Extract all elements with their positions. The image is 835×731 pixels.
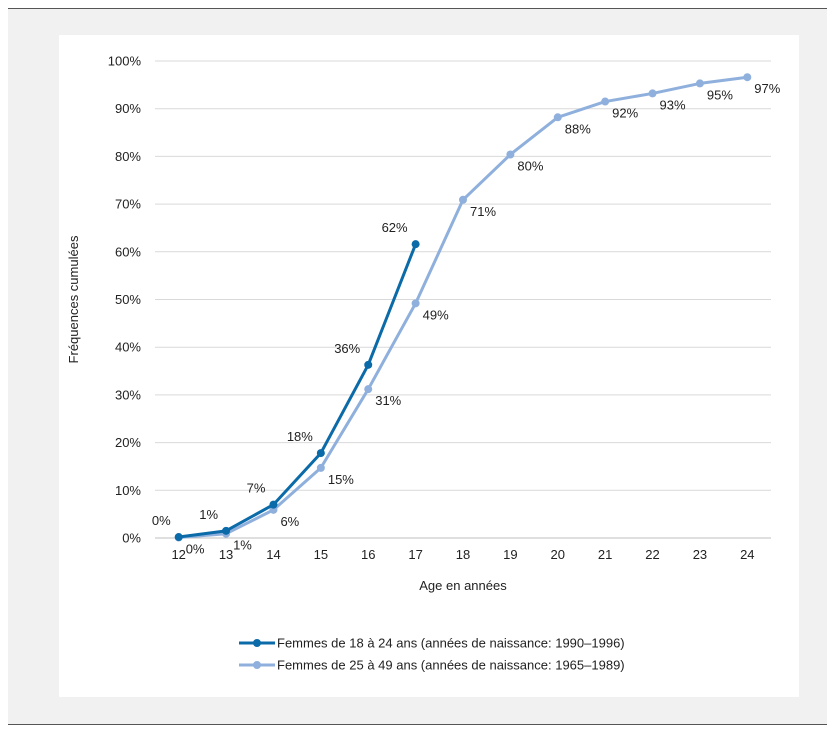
data-label: 80% [517, 158, 543, 173]
data-label: 7% [247, 481, 266, 496]
y-tick-label: 100% [108, 54, 142, 69]
x-tick-label: 20 [551, 547, 565, 562]
data-point [222, 526, 231, 535]
data-label: 88% [565, 121, 591, 136]
data-label: 92% [612, 106, 638, 121]
data-labels-layer: 0% 1% 7% 18% 36% 62% 0% 1% 6% 15% 31% 49% 71% 80% 88% 9… [152, 81, 781, 556]
data-label: 97% [754, 81, 780, 96]
y-tick-label: 40% [115, 340, 141, 355]
data-label: 93% [660, 97, 686, 112]
legend: Femmes de 18 à 24 ans (années de naissan… [239, 636, 625, 673]
legend-label: Femmes de 25 à 49 ans (années de naissan… [277, 658, 625, 673]
x-tick-label: 16 [361, 547, 375, 562]
y-tick-label: 20% [115, 435, 141, 450]
data-point [695, 79, 704, 88]
x-tick-label: 19 [503, 547, 517, 562]
x-tick-label: 13 [219, 547, 233, 562]
y-tick-label: 50% [115, 292, 141, 307]
x-axis-ticks: 12 13 14 15 16 17 18 19 20 21 22 23 24 [171, 547, 754, 562]
data-label: 71% [470, 204, 496, 219]
legend-swatch-marker [253, 661, 261, 669]
series-layer [174, 73, 752, 542]
y-tick-label: 60% [115, 244, 141, 259]
x-tick-label: 17 [408, 547, 422, 562]
y-tick-label: 80% [115, 149, 141, 164]
data-label: 49% [423, 307, 449, 322]
y-tick-label: 10% [115, 483, 141, 498]
data-label: 6% [280, 514, 299, 529]
data-point [459, 195, 467, 204]
data-label: 95% [707, 87, 733, 102]
data-point [316, 449, 325, 458]
legend-item: Femmes de 25 à 49 ans (années de naissan… [239, 658, 625, 673]
x-tick-label: 22 [645, 547, 659, 562]
x-axis-title: Age en années [419, 578, 507, 593]
data-point [743, 73, 752, 82]
data-point [174, 533, 183, 542]
data-label: 31% [375, 393, 401, 408]
data-label: 62% [382, 220, 408, 235]
data-label: 1% [233, 538, 252, 553]
y-tick-label: 90% [115, 101, 141, 116]
y-tick-label: 30% [115, 387, 141, 402]
grid-lines [155, 60, 771, 539]
data-label: 0% [152, 513, 171, 528]
series-line [177, 242, 418, 539]
data-point [364, 385, 373, 394]
chart-panel: 0% 10% 20% 30% 40% 50% 60% 70% 80% 90% 100% 12 13 14… [59, 35, 799, 697]
data-point [411, 240, 420, 249]
legend-label: Femmes de 18 à 24 ans (années de naissan… [277, 636, 625, 651]
x-tick-label: 18 [456, 547, 470, 562]
series-line [177, 75, 749, 540]
legend-swatch-marker [253, 639, 261, 647]
series-1 [174, 240, 420, 542]
data-point [411, 299, 420, 308]
data-point [553, 113, 562, 122]
data-label: 0% [186, 542, 205, 557]
data-label: 18% [287, 429, 313, 444]
data-label: 15% [328, 472, 354, 487]
x-tick-label: 23 [693, 547, 707, 562]
series-2 [174, 73, 752, 542]
data-point [269, 500, 278, 509]
x-tick-label: 12 [171, 547, 185, 562]
legend-item: Femmes de 18 à 24 ans (années de naissan… [239, 636, 625, 651]
y-tick-label: 70% [115, 197, 141, 212]
x-tick-label: 24 [740, 547, 754, 562]
data-point [506, 150, 515, 159]
data-point [364, 360, 373, 369]
chart-frame: 0% 10% 20% 30% 40% 50% 60% 70% 80% 90% 100% 12 13 14… [8, 8, 827, 725]
y-axis-title: Fréquences cumulées [66, 235, 81, 363]
x-tick-label: 14 [266, 547, 280, 562]
y-tick-label: 0% [122, 531, 141, 546]
data-point [601, 97, 610, 106]
data-point [316, 463, 325, 472]
x-tick-label: 21 [598, 547, 612, 562]
data-label: 1% [199, 507, 218, 522]
y-axis-ticks: 0% 10% 20% 30% 40% 50% 60% 70% 80% 90% 100% [108, 54, 142, 546]
data-point [648, 89, 657, 98]
data-label: 36% [334, 341, 360, 356]
x-tick-label: 15 [314, 547, 328, 562]
line-chart: 0% 10% 20% 30% 40% 50% 60% 70% 80% 90% 100% 12 13 14… [66, 54, 781, 673]
